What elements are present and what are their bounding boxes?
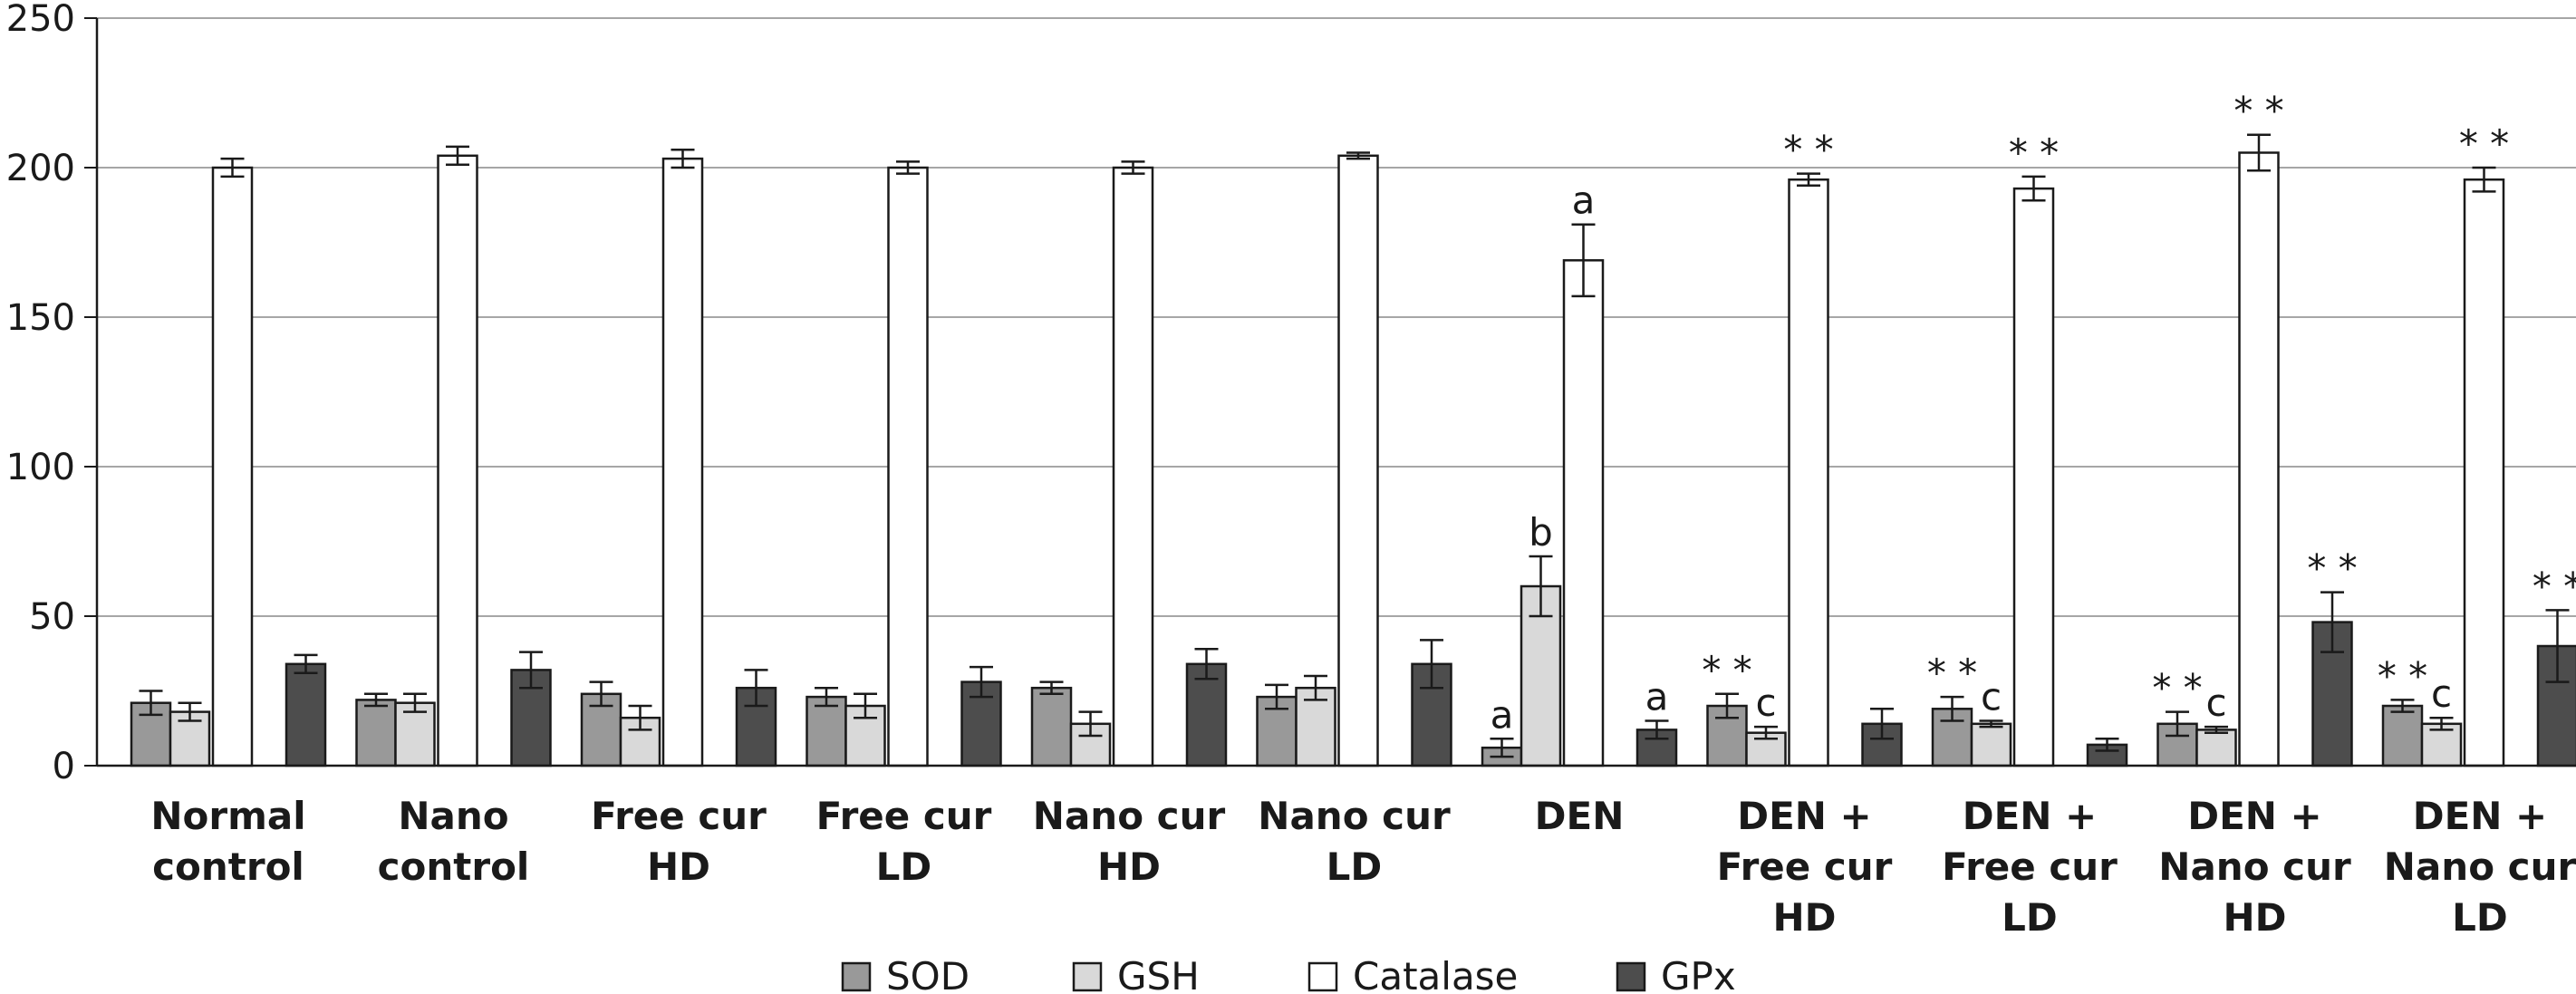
x-label-2-line-0: Free cur xyxy=(591,794,767,838)
y-tick-label-250: 250 xyxy=(6,0,75,40)
x-category-labels: Normal control Nano control Free cur HD Free c… xyxy=(150,794,2576,940)
bar-sod-1 xyxy=(355,699,397,767)
gridlines xyxy=(97,17,2576,617)
annotation-catalase-6: a xyxy=(1572,179,1596,223)
annotation-catalase-9: * * xyxy=(2233,89,2283,133)
bar-catalase-2 xyxy=(661,157,704,767)
bar-catalase-9 xyxy=(2238,151,2280,767)
annotation-sod-8: * * xyxy=(1927,651,1977,695)
axes xyxy=(84,17,2576,767)
x-label-7-line-0: DEN + xyxy=(1737,794,1872,838)
x-label-0-line-0: Normal xyxy=(150,794,305,838)
legend-label-gpx: GPx xyxy=(1661,954,1736,994)
x-label-7-line-2: HD xyxy=(1772,895,1836,940)
bar-catalase-5 xyxy=(1337,154,1379,767)
annotation-sod-7: * * xyxy=(1702,648,1751,692)
x-label-5-line-0: Nano cur xyxy=(1258,794,1451,838)
legend-swatch-gsh xyxy=(1072,961,1103,992)
y-tick-label-100: 100 xyxy=(6,447,75,488)
x-label-8-line-1: Free cur xyxy=(1942,844,2118,889)
annotation-catalase-10: * * xyxy=(2459,121,2509,166)
bar-catalase-0 xyxy=(211,166,254,767)
annotation-gsh-10: c xyxy=(2431,671,2452,716)
x-label-3-line-0: Free cur xyxy=(816,794,992,838)
x-label-10-line-0: DEN + xyxy=(2413,794,2548,838)
bar-catalase-8 xyxy=(2012,187,2055,767)
x-label-3-line-1: LD xyxy=(876,844,932,889)
x-label-0-line-1: control xyxy=(152,844,304,889)
y-tick-label-50: 50 xyxy=(29,596,75,638)
annotation-catalase-7: * * xyxy=(1783,128,1833,172)
annotation-gsh-8: c xyxy=(1981,675,2002,719)
annotation-gpx-10: * * xyxy=(2533,564,2576,608)
legend-label-catalase: Catalase xyxy=(1353,954,1518,994)
annotation-gsh-9: c xyxy=(2205,680,2226,725)
bar-gsh-9 xyxy=(2195,729,2237,767)
legend-label-sod: SOD xyxy=(886,954,970,994)
legend-swatch-gpx xyxy=(1616,961,1646,992)
x-label-4-line-0: Nano cur xyxy=(1033,794,1226,838)
x-label-9-line-0: DEN + xyxy=(2187,794,2322,838)
legend-swatch-catalase xyxy=(1307,961,1338,992)
x-label-6-line-0: DEN xyxy=(1535,794,1625,838)
x-label-1-line-1: control xyxy=(378,844,530,889)
bars xyxy=(130,151,2576,767)
x-label-5-line-1: LD xyxy=(1327,844,1383,889)
bar-catalase-3 xyxy=(887,166,929,767)
annotation-gsh-7: c xyxy=(1755,680,1776,725)
bar-gsh-8 xyxy=(1970,722,2012,767)
x-label-8-line-2: LD xyxy=(2002,895,2058,940)
x-label-8-line-0: DEN + xyxy=(1963,794,2098,838)
annotation-gpx-6: a xyxy=(1645,675,1669,719)
bar-catalase-6 xyxy=(1562,259,1605,767)
annotation-gsh-6: b xyxy=(1529,510,1553,555)
x-label-2-line-1: HD xyxy=(647,844,710,889)
bar-catalase-7 xyxy=(1788,178,1829,767)
legend: SOD GSH Catalase GPx xyxy=(841,954,1736,994)
x-label-9-line-2: HD xyxy=(2223,895,2286,940)
bar-gpx-0 xyxy=(285,662,327,767)
y-tick-label-150: 150 xyxy=(6,297,75,339)
bar-sod-3 xyxy=(806,695,847,767)
bar-catalase-4 xyxy=(1112,166,1154,767)
y-tick-label-0: 0 xyxy=(53,746,75,787)
x-label-9-line-1: Nano cur xyxy=(2158,844,2351,889)
bar-catalase-1 xyxy=(437,154,478,767)
x-label-10-line-2: LD xyxy=(2452,895,2508,940)
x-label-7-line-1: Free cur xyxy=(1717,844,1893,889)
annotation-catalase-8: * * xyxy=(2009,130,2059,175)
bar-sod-4 xyxy=(1030,686,1073,767)
annotation-sod-9: * * xyxy=(2152,666,2202,710)
x-label-4-line-1: HD xyxy=(1097,844,1161,889)
legend-label-gsh: GSH xyxy=(1117,954,1200,994)
y-tick-label-200: 200 xyxy=(6,148,75,189)
annotation-sod-10: * * xyxy=(2378,653,2427,698)
y-tick-labels: 0 50 100 150 200 250 xyxy=(6,0,75,787)
bar-sod-10 xyxy=(2381,704,2424,767)
annotation-gpx-9: * * xyxy=(2307,546,2357,591)
bar-catalase-10 xyxy=(2463,178,2505,767)
x-label-10-line-1: Nano cur xyxy=(2384,844,2576,889)
legend-swatch-sod xyxy=(841,961,872,992)
annotation-sod-6: a xyxy=(1491,692,1514,737)
x-label-1-line-0: Nano xyxy=(398,794,508,838)
error-bars xyxy=(139,133,2570,758)
